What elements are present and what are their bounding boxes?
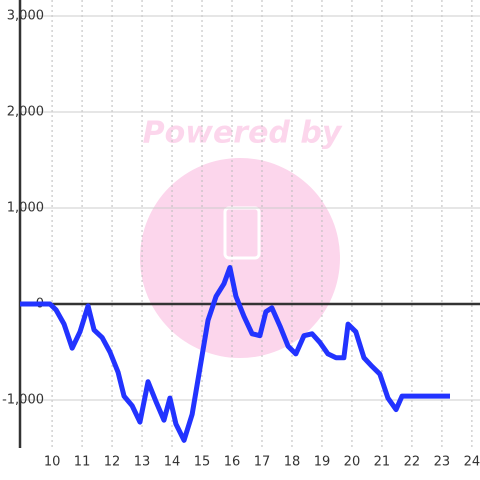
x-tick-label: 11 (74, 455, 91, 470)
data-line (20, 265, 451, 443)
x-tick-label: 17 (254, 455, 271, 470)
watermark: Powered by (140, 116, 343, 358)
x-tick-label: 12 (104, 455, 121, 470)
x-tick-label: 24 (464, 455, 480, 470)
watermark-text: Powered by (143, 116, 343, 151)
x-tick-label: 19 (314, 455, 331, 470)
x-tick-label: 23 (434, 455, 451, 470)
x-tick-label: 21 (374, 455, 391, 470)
y-tick-label: -1,000 (2, 393, 44, 408)
x-tick-label: 10 (44, 455, 61, 470)
x-tick-label: 20 (344, 455, 361, 470)
x-tick-label: 18 (284, 455, 301, 470)
x-tick-label: 16 (224, 455, 241, 470)
x-tick-label: 15 (194, 455, 211, 470)
y-tick-label: 1,000 (7, 201, 44, 216)
y-tick-label: 3,000 (7, 9, 44, 24)
x-tick-label: 13 (134, 455, 151, 470)
x-tick-label: 14 (164, 455, 181, 470)
x-tick-label: 22 (404, 455, 421, 470)
y-tick-label: 2,000 (7, 105, 44, 120)
